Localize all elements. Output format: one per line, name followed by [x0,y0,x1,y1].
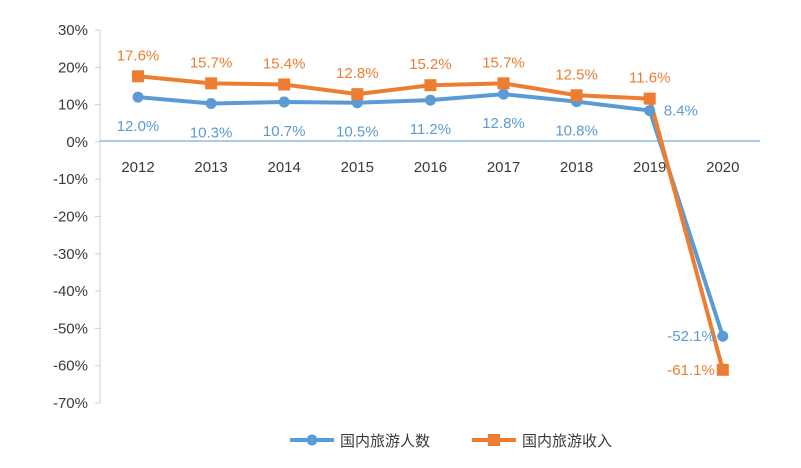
data-label-visitors: 12.8% [482,115,525,132]
legend: 国内旅游人数 国内旅游收入 [290,432,612,450]
data-label-revenue: 12.5% [555,66,598,83]
y-tick-label: -50% [53,320,88,337]
data-label-revenue: 11.6% [629,70,670,87]
legend-marker-visitors [306,434,318,446]
data-label-visitors: 10.3% [190,124,233,141]
data-point-revenue [424,79,437,92]
data-point-visitors [644,105,656,117]
data-label-visitors: 10.8% [555,123,598,140]
y-tick-label: 10% [58,97,88,114]
data-label-revenue: 15.7% [482,54,525,71]
legend-label-visitors: 国内旅游人数 [340,432,430,450]
x-tick-label: 2018 [560,159,593,176]
data-label-visitors: 12.0% [117,118,160,135]
data-point-visitors [717,330,729,342]
x-tick-label: 2017 [487,159,520,176]
data-point-revenue [570,89,583,102]
data-label-revenue: 15.4% [263,55,306,72]
data-label-revenue: 12.8% [336,65,379,82]
data-label-visitors: 8.4% [664,103,698,120]
data-point-revenue [278,78,291,91]
data-label-revenue: 17.6% [117,47,160,64]
legend-item-revenue: 国内旅游收入 [472,432,612,450]
legend-marker-revenue [488,434,500,446]
data-point-revenue [643,92,656,105]
x-tick-label: 2014 [268,159,301,176]
data-point-revenue [205,77,218,90]
legend-label-revenue: 国内旅游收入 [522,432,612,450]
x-tick-label: 2016 [414,159,447,176]
data-label-visitors: 11.2% [410,121,451,138]
data-labels: 12.0% 10.3% 10.7% 10.5% 11.2% 12.8% 10.8% 8.4% -… [117,47,715,379]
y-tick-label: -30% [53,246,88,263]
data-point-visitors [424,94,436,106]
legend-item-visitors: 国内旅游人数 [290,432,430,450]
data-label-revenue: -61.1% [667,362,715,379]
series-markers [132,70,729,376]
data-point-revenue [132,70,144,83]
data-point-revenue [351,88,364,101]
x-tick-label: 2012 [121,159,154,176]
data-label-revenue: 15.2% [409,56,452,73]
x-tick-label: 2020 [706,159,739,176]
x-axis-ticks: 2012 2013 2014 2015 2016 2017 2018 2019 2020 [121,159,739,176]
data-label-visitors: -52.1% [667,328,715,345]
y-tick-label: 30% [58,22,88,39]
y-axis-ticks: 30% 20% 10% 0% -10% -20% -30% -40% -50% -60% -70% [53,22,100,412]
data-label-revenue: 15.7% [190,54,233,71]
data-point-revenue [716,363,729,376]
x-tick-label: 2015 [341,159,374,176]
data-label-visitors: 10.7% [263,123,306,140]
data-point-visitors [498,88,509,100]
x-tick-label: 2013 [194,159,227,176]
x-tick-label: 2019 [633,159,666,176]
data-label-visitors: 10.5% [336,124,379,141]
y-tick-label: -40% [53,283,88,300]
y-tick-label: -20% [53,209,88,226]
y-tick-label: -70% [53,395,88,412]
data-point-visitors [132,91,144,103]
data-point-visitors [278,96,290,108]
data-point-visitors [205,97,217,109]
y-tick-label: -60% [53,358,88,375]
y-tick-label: -10% [53,171,88,188]
data-point-revenue [497,77,510,90]
y-tick-label: 0% [66,134,88,151]
y-tick-label: 20% [58,59,88,76]
